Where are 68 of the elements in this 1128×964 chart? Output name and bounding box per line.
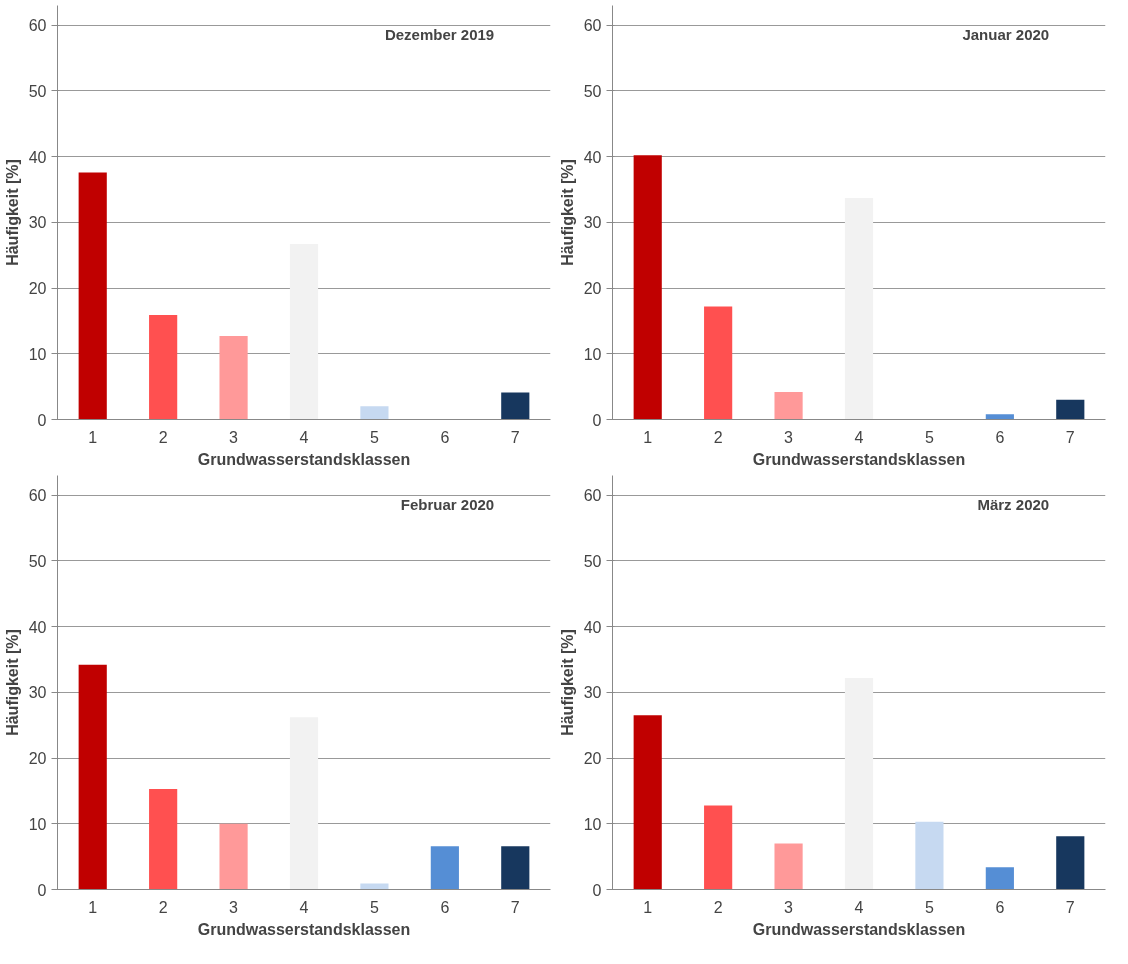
x-tick-label: 7 <box>510 898 520 916</box>
y-tick-label: 10 <box>28 815 47 833</box>
x-tick-label: 3 <box>784 898 794 916</box>
x-tick-label: 1 <box>88 428 98 446</box>
text: März 2020 <box>977 495 1050 513</box>
y-tick-label: 40 <box>583 148 602 166</box>
y-tick-label: 30 <box>28 214 47 232</box>
y-tick-label: 60 <box>583 487 602 505</box>
x-tick-label: 6 <box>995 898 1005 916</box>
x-tick-label: 2 <box>713 898 723 916</box>
y-tick-label: 40 <box>28 148 47 166</box>
y-axis-title: Häufigkeit [%] <box>3 629 21 736</box>
y-tick-label: 10 <box>583 345 602 363</box>
y-axis-title: Häufigkeit [%] <box>558 159 576 266</box>
y-tick-label: 0 <box>37 881 47 899</box>
x-tick-label: 2 <box>158 898 168 916</box>
y-tick-label: 50 <box>583 82 602 100</box>
y-tick-label: 30 <box>583 684 602 702</box>
x-tick-label: 7 <box>1065 428 1075 446</box>
x-tick-label: 6 <box>440 898 450 916</box>
x-tick-label: 4 <box>854 428 864 446</box>
x-axis-title: Grundwasserstandsklassen <box>197 450 411 468</box>
x-tick-label: 1 <box>643 898 653 916</box>
y-tick-label: 40 <box>28 618 47 636</box>
y-tick-label: 50 <box>583 552 602 570</box>
x-tick-label: 5 <box>924 898 934 916</box>
y-tick-label: 10 <box>583 815 602 833</box>
x-tick-label: 2 <box>158 428 168 446</box>
x-tick-label: 5 <box>924 428 934 446</box>
x-tick-label: 4 <box>854 898 864 916</box>
y-tick-label: 40 <box>583 618 602 636</box>
y-tick-label: 60 <box>28 487 47 505</box>
y-tick-label: 20 <box>583 280 602 298</box>
y-tick-label: 20 <box>28 750 47 768</box>
y-tick-label: 20 <box>583 750 602 768</box>
x-tick-label: 3 <box>784 428 794 446</box>
y-tick-label: 0 <box>592 411 602 429</box>
text: Februar 2020 <box>400 495 495 513</box>
y-tick-label: 50 <box>28 552 47 570</box>
x-tick-label: 6 <box>995 428 1005 446</box>
x-tick-label: 4 <box>299 428 309 446</box>
x-tick-label: 6 <box>440 428 450 446</box>
y-tick-label: 50 <box>28 82 47 100</box>
x-tick-label: 1 <box>643 428 653 446</box>
x-tick-label: 3 <box>229 428 239 446</box>
y-tick-label: 60 <box>583 17 602 35</box>
x-tick-label: 7 <box>510 428 520 446</box>
y-axis-title: Häufigkeit [%] <box>558 629 576 736</box>
x-tick-label: 3 <box>229 898 239 916</box>
y-axis-title: Häufigkeit [%] <box>3 159 21 266</box>
x-tick-label: 5 <box>369 898 379 916</box>
y-tick-label: 0 <box>592 881 602 899</box>
y-tick-label: 30 <box>583 214 602 232</box>
x-tick-label: 7 <box>1065 898 1075 916</box>
x-axis-title: Grundwasserstandsklassen <box>752 920 966 938</box>
text: Januar 2020 <box>962 25 1050 43</box>
y-tick-label: 20 <box>28 280 47 298</box>
y-tick-label: 0 <box>37 411 47 429</box>
y-tick-label: 10 <box>28 345 47 363</box>
text: Dezember 2019 <box>384 25 495 43</box>
x-tick-label: 4 <box>299 898 309 916</box>
x-axis-title: Grundwasserstandsklassen <box>197 920 411 938</box>
y-tick-label: 30 <box>28 684 47 702</box>
x-tick-label: 2 <box>713 428 723 446</box>
x-tick-label: 1 <box>88 898 98 916</box>
y-tick-label: 60 <box>28 17 47 35</box>
x-tick-label: 5 <box>369 428 379 446</box>
x-axis-title: Grundwasserstandsklassen <box>752 450 966 468</box>
